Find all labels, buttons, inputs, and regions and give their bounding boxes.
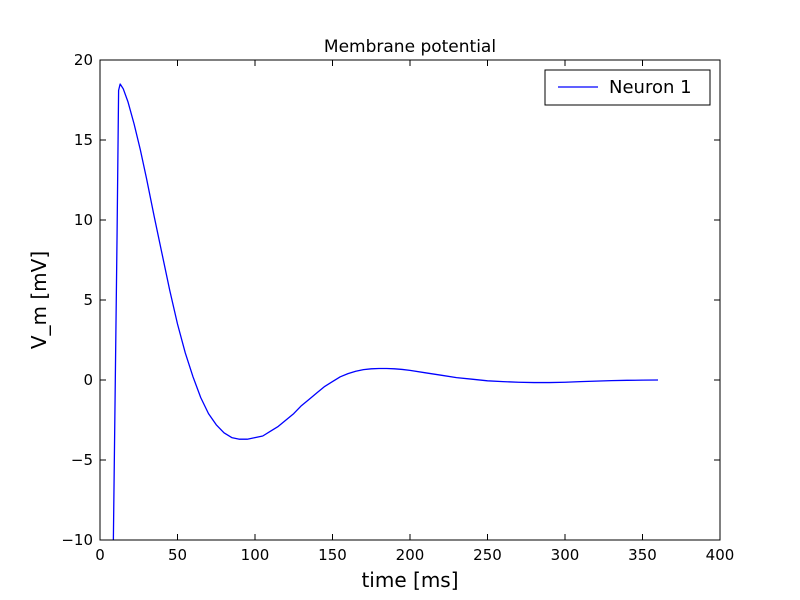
x-axis-label: time [ms] bbox=[361, 568, 458, 592]
series-lines bbox=[112, 83, 659, 540]
plot-frame bbox=[99, 59, 721, 541]
y-tick-label: 0 bbox=[83, 371, 93, 389]
x-tick-label: 400 bbox=[706, 546, 735, 564]
y-axis-label: V_m [mV] bbox=[27, 251, 51, 349]
x-tick-label: 100 bbox=[241, 546, 270, 564]
legend: Neuron 1 bbox=[544, 69, 711, 106]
y-tick-label: 15 bbox=[74, 131, 93, 149]
x-tick-label: 250 bbox=[473, 546, 502, 564]
y-tick-label: 20 bbox=[74, 51, 93, 69]
y-tick-label: 10 bbox=[74, 211, 93, 229]
chart-title: Membrane potential bbox=[324, 37, 496, 57]
x-tick-label: 150 bbox=[318, 546, 347, 564]
series-line-neuron-1 bbox=[112, 83, 659, 540]
plot-area bbox=[100, 60, 720, 540]
x-tick-label: 350 bbox=[628, 546, 657, 564]
legend-label: Neuron 1 bbox=[609, 77, 692, 98]
x-tick-label: 200 bbox=[396, 546, 425, 564]
x-tick-label: 300 bbox=[551, 546, 580, 564]
x-tick-label: 0 bbox=[95, 546, 105, 564]
tick-labels: 0 50 100 150 200 250 300 350 400 −10 −5 0 5 10 15 20 bbox=[61, 51, 734, 564]
y-tick-label: −5 bbox=[71, 451, 93, 469]
x-tick-label: 50 bbox=[168, 546, 187, 564]
y-tick-label: 5 bbox=[83, 291, 93, 309]
y-tick-label: −10 bbox=[61, 531, 93, 549]
